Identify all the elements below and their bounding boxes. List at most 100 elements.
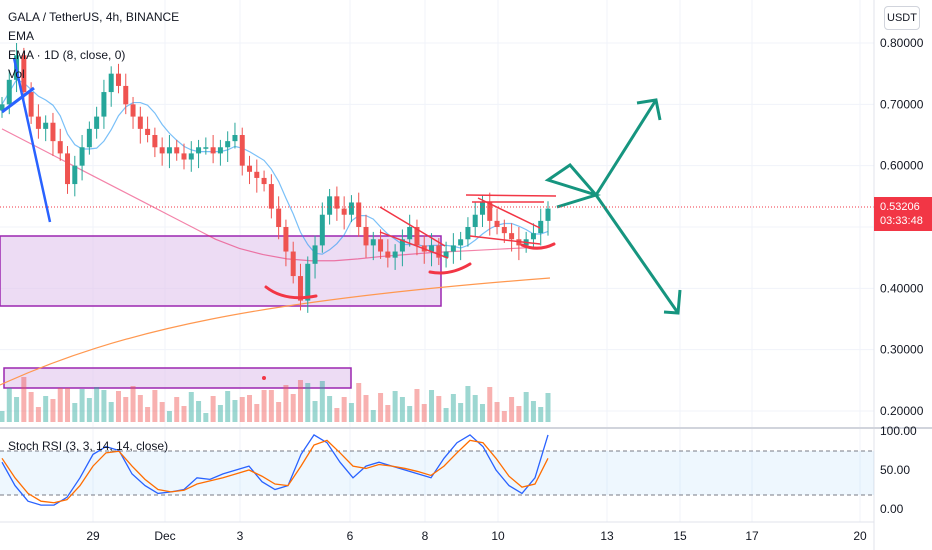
candle-body xyxy=(370,239,376,246)
candle-body xyxy=(290,251,296,277)
candle-body xyxy=(509,233,515,240)
rsi-tick-label: 0.00 xyxy=(880,502,904,516)
volume-bar xyxy=(225,391,231,422)
candlestick-series[interactable] xyxy=(0,43,551,313)
candle-body xyxy=(225,141,231,148)
stoch-rsi-d-line xyxy=(1,439,549,504)
candle-body xyxy=(443,251,449,258)
candle-body xyxy=(50,122,56,142)
volume-zone-box[interactable] xyxy=(3,367,352,389)
volume-bar xyxy=(385,405,391,422)
candle-body xyxy=(254,171,260,178)
volume-bar xyxy=(196,401,202,422)
volume-legend[interactable]: Vol xyxy=(8,67,25,81)
volume-bar xyxy=(14,397,20,422)
volume-bar xyxy=(290,394,296,422)
volume-bar xyxy=(341,397,347,422)
ema-long-line xyxy=(0,277,551,386)
candle-body xyxy=(159,147,165,154)
candle-body xyxy=(538,220,544,234)
price-tick-label: 0.30000 xyxy=(880,343,924,357)
trend-drawings[interactable] xyxy=(1,57,682,380)
candle-body xyxy=(356,202,362,227)
candle-body xyxy=(465,227,471,240)
bottom-curve-2 xyxy=(428,262,472,275)
candle-body xyxy=(123,85,129,105)
volume-bar xyxy=(494,402,500,422)
volume-bar xyxy=(523,392,529,422)
candle-body xyxy=(261,177,267,185)
bottom-curve-3 xyxy=(520,242,556,250)
volume-bar xyxy=(65,388,71,422)
candle-body xyxy=(137,116,143,129)
candle-body xyxy=(21,55,27,93)
candle-body xyxy=(472,214,478,227)
ema-1d-legend[interactable]: EMA · 1D (8, close, 0) xyxy=(8,48,126,62)
candle-body xyxy=(79,147,85,166)
volume-bar xyxy=(166,411,172,422)
candle-body xyxy=(297,276,303,301)
candle-body xyxy=(35,116,41,129)
support-zone-box[interactable] xyxy=(0,235,442,307)
candle-body xyxy=(203,147,209,149)
time-tick-label: 20 xyxy=(853,529,867,543)
bullish-arrow-head xyxy=(636,98,662,121)
ema-legend[interactable]: EMA xyxy=(8,29,35,43)
volume-bar xyxy=(479,404,485,422)
volume-bar xyxy=(123,397,129,422)
time-tick-label: 8 xyxy=(422,529,429,543)
candle-body xyxy=(72,165,78,185)
stoch-rsi-label: Stoch RSI (3, 3, 14, 14, close) xyxy=(8,439,168,453)
candle-body xyxy=(210,147,216,154)
candle-body xyxy=(188,153,194,160)
candle-body xyxy=(487,202,493,221)
bottom-curve-1 xyxy=(264,285,318,300)
candle-body xyxy=(501,227,507,234)
time-tick-label: 3 xyxy=(237,529,244,543)
candle-body xyxy=(108,73,114,93)
time-tick-label: 29 xyxy=(86,529,100,543)
currency-button[interactable]: USDT xyxy=(884,6,920,30)
volume-bar xyxy=(21,377,27,422)
volume-bar xyxy=(72,403,78,422)
volume-bar xyxy=(210,396,216,422)
symbol-title[interactable]: GALA / TetherUS, 4h, BINANCE xyxy=(8,10,180,24)
candle-body xyxy=(65,153,71,185)
rsi-axis[interactable]: 100.00 50.00 0.00 xyxy=(880,424,917,516)
candle-body xyxy=(319,214,325,246)
time-tick-label: 10 xyxy=(491,529,505,543)
candle-body xyxy=(232,135,238,142)
current-price-tag: 0.53206 03:33:48 xyxy=(874,197,932,231)
wedge-lower-line xyxy=(379,231,449,259)
blue-trendline-1 xyxy=(1,86,35,114)
volume-bar xyxy=(137,395,143,422)
candle-body xyxy=(101,92,107,117)
volume-bar xyxy=(268,390,274,422)
candle-body xyxy=(436,245,442,258)
volume-bar xyxy=(254,404,260,422)
volume-bar xyxy=(487,387,493,422)
volume-bar xyxy=(174,397,180,422)
volume-bar xyxy=(35,407,41,422)
volume-bar xyxy=(57,388,63,422)
volume-bar xyxy=(261,390,267,422)
candle-body xyxy=(392,251,398,258)
candle-body xyxy=(305,263,311,301)
candle-body xyxy=(6,79,12,105)
volume-bar xyxy=(421,404,427,422)
volume-bar xyxy=(348,403,354,422)
candle-body xyxy=(276,208,282,227)
volume-bar xyxy=(297,380,303,422)
volume-bar xyxy=(101,390,107,422)
candle-body xyxy=(399,239,405,252)
candle-body xyxy=(145,128,151,135)
volume-bar xyxy=(188,392,194,422)
ema-short-line xyxy=(1,79,549,255)
candle-body xyxy=(545,208,551,221)
volume-bars xyxy=(0,377,551,422)
time-axis[interactable]: 29 Dec 3 6 8 10 13 15 17 20 xyxy=(86,529,867,543)
candle-body xyxy=(407,227,413,240)
wedge2-upper-line xyxy=(477,197,541,229)
volume-bar xyxy=(159,402,165,422)
